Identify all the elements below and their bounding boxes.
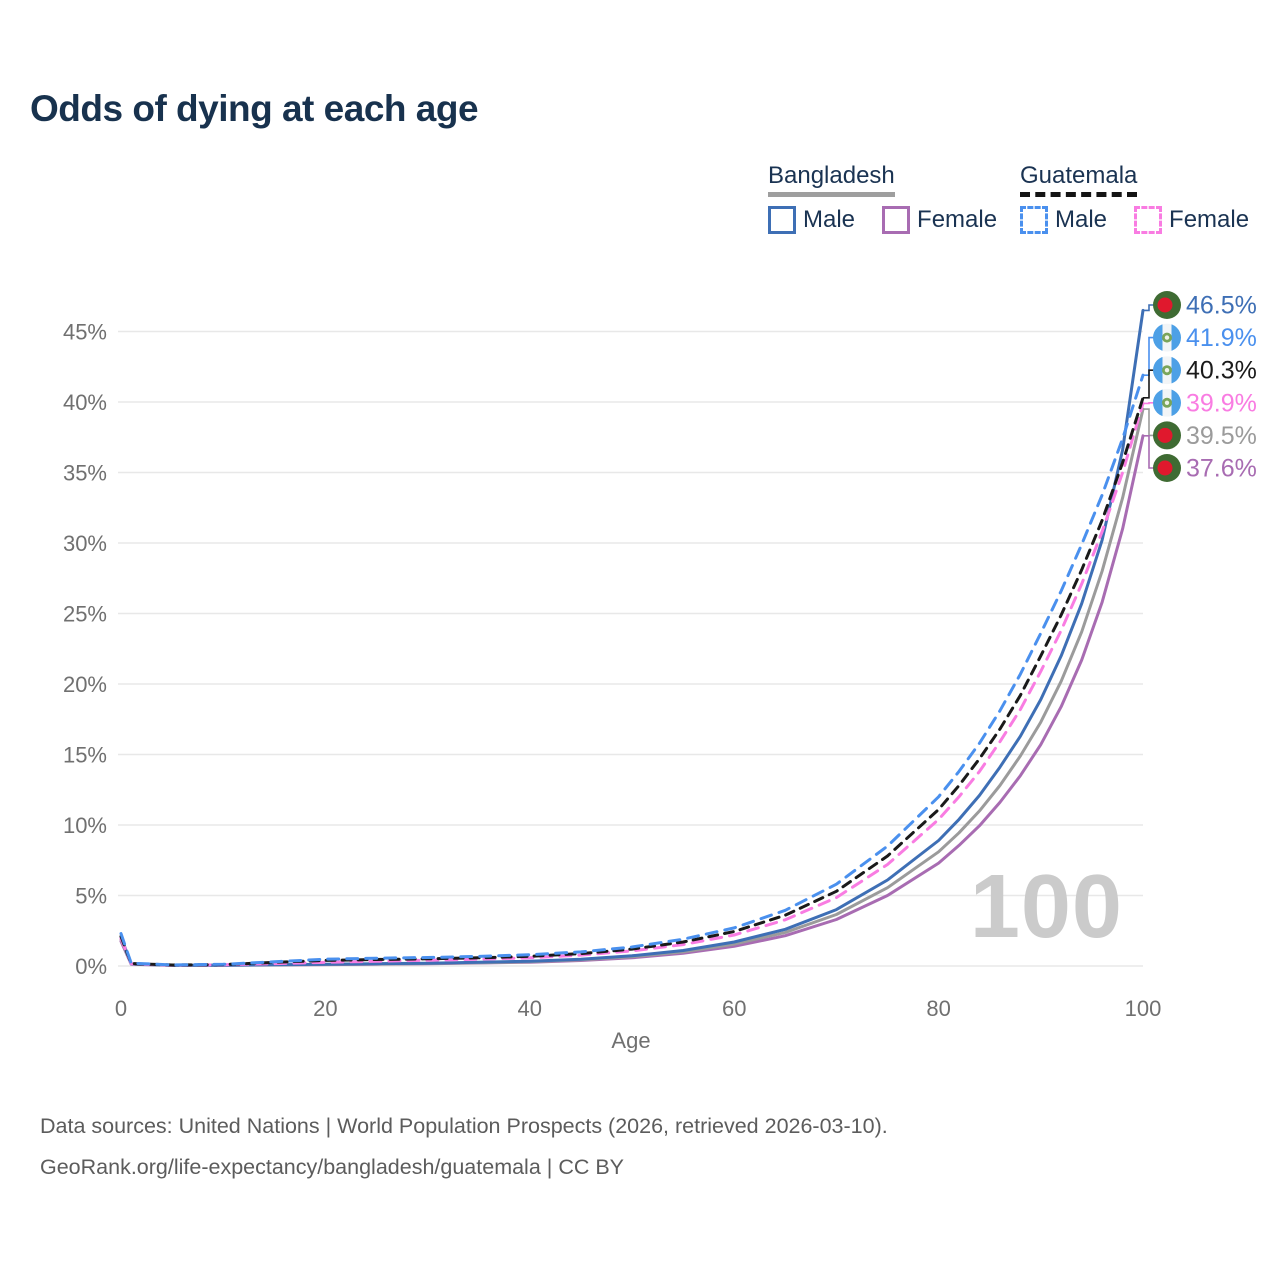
legend-item-bangladesh-male[interactable]: Male xyxy=(768,206,855,234)
legend-item-label: Male xyxy=(1055,206,1108,233)
y-tick-label: 5% xyxy=(75,884,107,909)
legend-swatch-icon[interactable] xyxy=(1134,206,1163,234)
legend-swatch-icon[interactable] xyxy=(882,206,911,234)
x-tick-label: 100 xyxy=(1125,996,1162,1021)
x-tick-label: 0 xyxy=(115,996,127,1021)
legend-item-bangladesh-female[interactable]: Female xyxy=(882,206,997,234)
bangladesh-flag-icon xyxy=(1153,421,1181,450)
y-tick-label: 25% xyxy=(63,602,107,627)
y-tick-label: 10% xyxy=(63,813,107,838)
end-label-value-bd-both: 39.5% xyxy=(1186,422,1257,450)
legend-country-guatemala[interactable]: Guatemala xyxy=(1020,162,1138,197)
y-tick-label: 30% xyxy=(63,531,107,556)
end-label-value-bd-male: 46.5% xyxy=(1186,292,1257,320)
bangladesh-flag-icon xyxy=(1153,291,1181,319)
y-tick-label: 0% xyxy=(75,954,107,979)
legend-item-label: Female xyxy=(1169,206,1250,233)
legend-country-bangladesh[interactable]: Bangladesh xyxy=(768,162,895,197)
footer-data-sources: Data sources: United Nations | World Pop… xyxy=(40,1114,888,1138)
end-label-value-gt-female: 39.9% xyxy=(1186,389,1257,417)
x-tick-label: 60 xyxy=(722,996,746,1021)
legend-swatch-icon[interactable] xyxy=(1020,206,1048,234)
end-label-value-gt-male: 41.9% xyxy=(1186,324,1257,352)
x-tick-label: 20 xyxy=(313,996,337,1021)
y-tick-label: 40% xyxy=(63,390,107,415)
y-tick-label: 20% xyxy=(63,672,107,697)
footer: Data sources: United Nations | World Pop… xyxy=(40,1106,888,1188)
legend-item-label: Female xyxy=(917,206,998,233)
page-title: Odds of dying at each age xyxy=(30,88,479,129)
guatemala-flag-icon xyxy=(1153,323,1181,352)
age-counter-watermark: 100 xyxy=(969,857,1123,957)
x-tick-label: 40 xyxy=(518,996,542,1021)
bangladesh-flag-icon xyxy=(1153,454,1181,482)
guatemala-flag-icon xyxy=(1153,388,1181,417)
legend-item-label: Male xyxy=(803,206,856,233)
series-line-gt-male[interactable] xyxy=(119,373,1145,967)
legend-swatch-icon[interactable] xyxy=(768,206,796,234)
y-tick-label: 45% xyxy=(63,320,107,345)
footer-attribution-link[interactable]: GeoRank.org/life-expectancy/bangladesh/g… xyxy=(40,1155,625,1179)
y-tick-label: 15% xyxy=(63,743,107,768)
x-tick-label: 80 xyxy=(926,996,950,1021)
end-label-value-gt-both: 40.3% xyxy=(1186,357,1257,385)
legend-item-guatemala-male[interactable]: Male xyxy=(1020,206,1107,234)
end-label-value-bd-female: 37.6% xyxy=(1186,455,1257,483)
legend-item-guatemala-female[interactable]: Female xyxy=(1134,206,1249,234)
legend-group-guatemala: Guatemala Male Female xyxy=(1020,162,1249,234)
x-axis-title: Age xyxy=(611,1028,651,1053)
legend-group-bangladesh: Bangladesh Male Female xyxy=(768,162,997,234)
series-line-gt-female[interactable] xyxy=(119,401,1145,967)
guatemala-flag-icon xyxy=(1153,356,1181,385)
y-tick-label: 35% xyxy=(63,461,107,486)
